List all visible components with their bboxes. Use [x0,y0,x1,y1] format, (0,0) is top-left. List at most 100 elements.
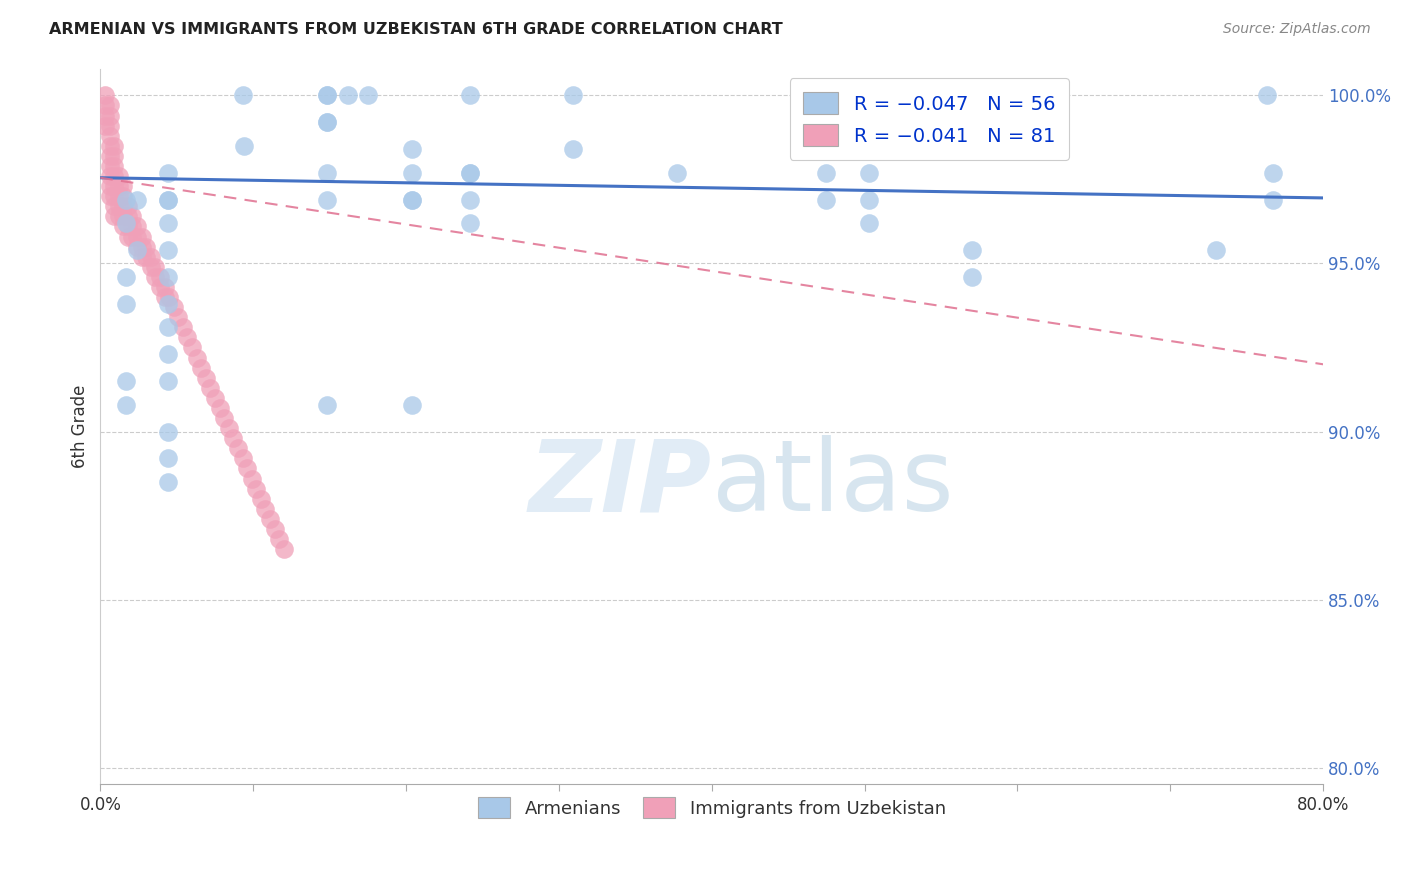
Point [204,391,226,405]
Point [1261,166,1284,180]
Point [112,219,135,234]
Point [458,88,481,103]
Point [139,250,162,264]
Point [112,210,135,224]
Point [94,119,117,133]
Point [222,431,245,445]
Point [240,472,263,486]
Point [98,109,121,123]
Point [117,219,139,234]
Point [121,229,143,244]
Point [103,199,125,213]
Point [115,398,138,412]
Point [103,138,125,153]
Point [315,88,337,103]
Point [135,240,157,254]
Point [115,297,138,311]
Point [156,320,179,334]
Point [157,290,180,304]
Point [156,193,179,207]
Point [156,297,179,311]
Point [858,193,880,207]
Point [245,482,267,496]
Point [94,88,117,103]
Point [156,193,179,207]
Point [208,401,231,415]
Point [112,199,135,213]
Point [125,229,148,244]
Point [125,240,148,254]
Point [815,166,838,180]
Point [458,216,481,230]
Point [145,260,167,274]
Point [98,119,121,133]
Point [107,210,129,224]
Point [115,216,138,230]
Point [254,501,277,516]
Point [121,219,143,234]
Point [112,179,135,194]
Point [103,189,125,203]
Point [131,229,153,244]
Point [186,351,208,365]
Point [259,512,281,526]
Point [336,88,359,103]
Point [98,169,121,183]
Point [960,243,983,257]
Point [107,169,129,183]
Point [103,159,125,173]
Point [315,115,337,129]
Point [117,210,139,224]
Point [858,216,880,230]
Point [858,166,880,180]
Point [117,199,139,213]
Point [176,330,198,344]
Point [190,360,212,375]
Point [233,138,256,153]
Point [226,442,249,456]
Point [401,398,423,412]
Point [561,142,583,156]
Point [357,88,380,103]
Point [561,88,583,103]
Point [269,532,291,546]
Point [315,115,337,129]
Point [103,210,125,224]
Point [98,159,121,173]
Point [315,166,337,180]
Point [125,243,148,257]
Point [156,216,179,230]
Point [163,300,186,314]
Point [94,98,117,112]
Point [315,193,337,207]
Point [960,269,983,284]
Point [98,149,121,163]
Point [115,374,138,388]
Point [103,179,125,194]
Point [149,269,172,284]
Point [145,269,167,284]
Point [103,169,125,183]
Point [458,166,481,180]
Point [156,269,179,284]
Point [401,193,423,207]
Text: Source: ZipAtlas.com: Source: ZipAtlas.com [1223,22,1371,37]
Point [98,189,121,203]
Point [401,142,423,156]
Point [103,149,125,163]
Text: ARMENIAN VS IMMIGRANTS FROM UZBEKISTAN 6TH GRADE CORRELATION CHART: ARMENIAN VS IMMIGRANTS FROM UZBEKISTAN 6… [49,22,783,37]
Point [263,522,285,536]
Point [167,310,190,325]
Point [212,411,235,425]
Point [315,88,337,103]
Point [156,475,179,489]
Point [125,219,148,234]
Point [115,193,138,207]
Point [250,491,273,506]
Point [131,250,153,264]
Point [153,290,176,304]
Point [125,193,148,207]
Point [156,347,179,361]
Point [236,461,259,475]
Point [98,138,121,153]
